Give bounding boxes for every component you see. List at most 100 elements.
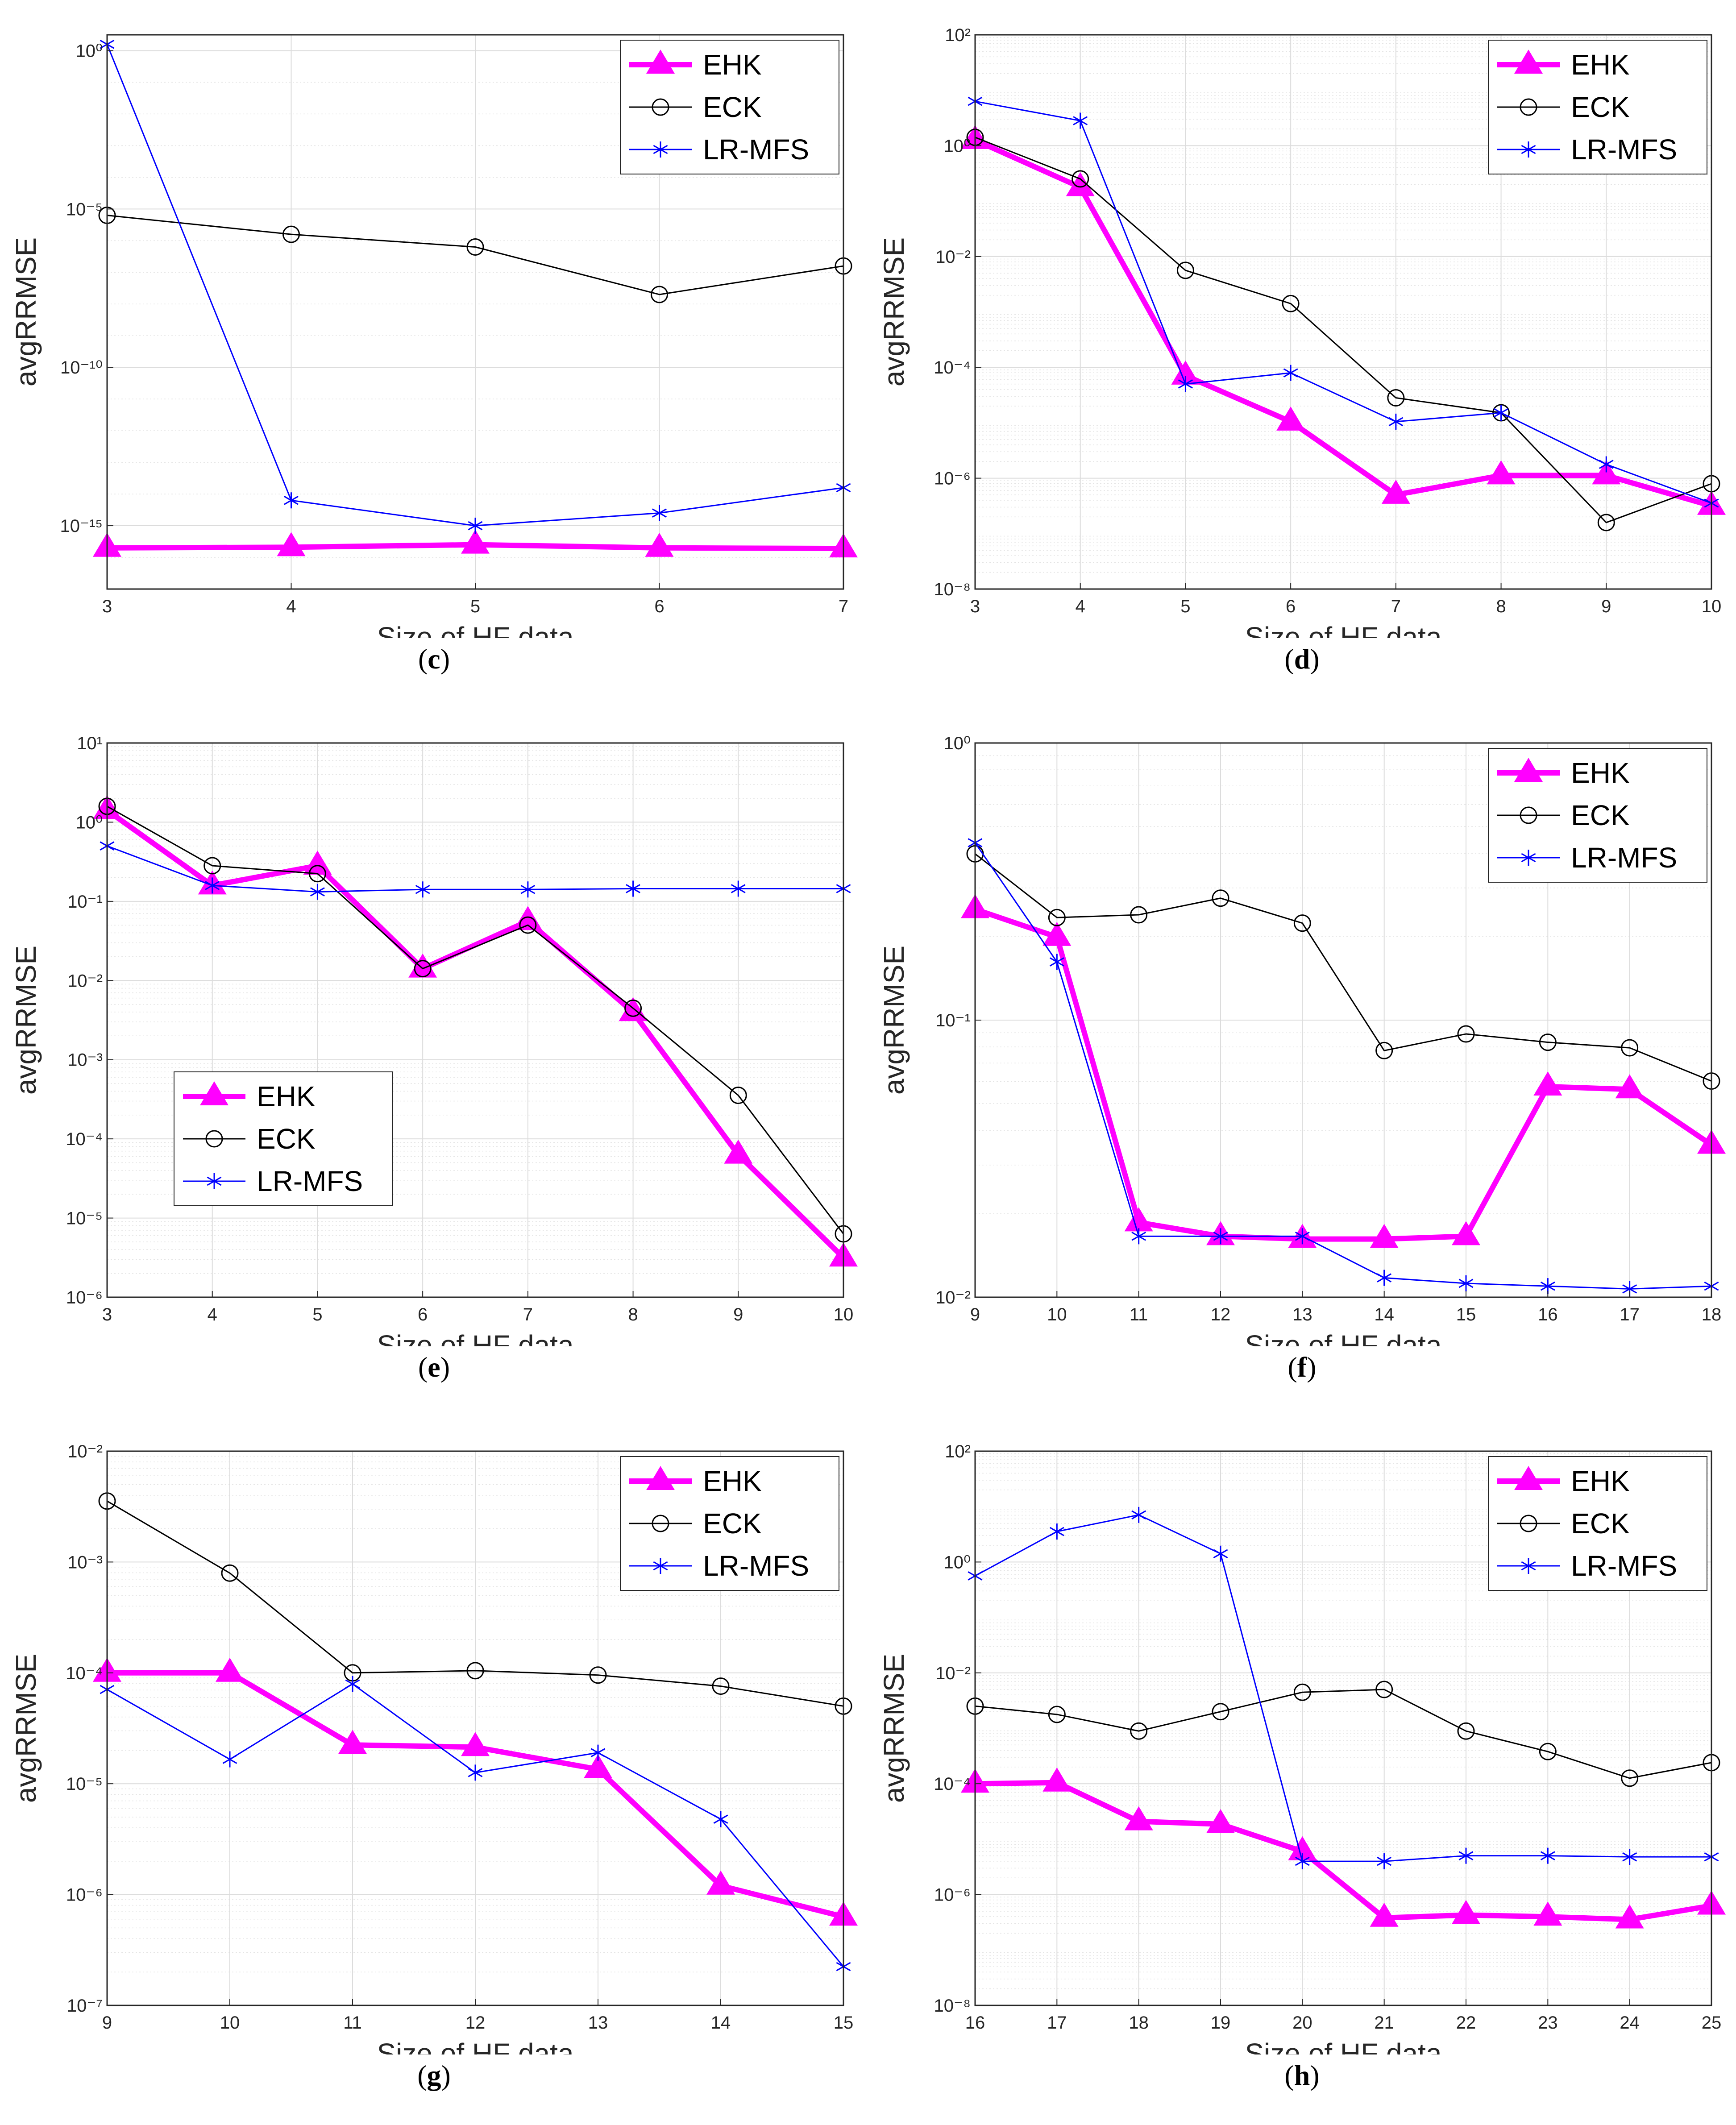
legend: EHK ECK LR-MFS	[1488, 1456, 1707, 1591]
data-point-eck	[1282, 295, 1300, 312]
legend-marker-eck	[652, 98, 669, 116]
data-point-lr-mfs	[713, 1811, 728, 1827]
data-point-ehk	[1370, 1902, 1399, 1927]
data-point-lr-mfs	[1213, 1545, 1228, 1562]
legend-label-lr-mfs: LR-MFS	[703, 1550, 809, 1582]
y-tick-label: 10⁻³	[67, 1050, 103, 1070]
series-line-lr-mfs	[975, 1514, 1711, 1862]
data-point-eck	[1048, 909, 1066, 926]
y-tick-label: 10⁻²	[67, 1442, 103, 1461]
y-tick-label: 10⁻⁸	[934, 580, 971, 599]
y-axis-label: avgRRMSE	[878, 237, 910, 386]
x-tick-label: 3	[970, 597, 980, 616]
data-point-eck	[1457, 1025, 1475, 1043]
series-line-lr-mfs	[974, 842, 1712, 1290]
x-tick-label: 9	[1601, 597, 1611, 616]
x-tick-label: 8	[628, 1305, 638, 1324]
data-point-ehk	[461, 1732, 490, 1756]
caption-open-paren: (	[418, 1351, 428, 1383]
legend-marker-ehk	[1514, 1466, 1543, 1490]
y-tick-label: 10⁰	[943, 136, 971, 156]
series-line-ehk	[974, 906, 1713, 1242]
data-point-lr-mfs	[1131, 1228, 1146, 1245]
x-tick-label: 12	[1211, 1305, 1231, 1324]
x-tick-label: 9	[733, 1305, 743, 1324]
caption-letter: f	[1297, 1351, 1307, 1383]
x-axis-label: Size of HF data	[1245, 621, 1442, 638]
legend-label-ehk: EHK	[1571, 1465, 1630, 1497]
data-point-lr-mfs	[468, 1764, 483, 1781]
data-point-ehk	[1381, 479, 1410, 504]
x-tick-label: 20	[1292, 2013, 1312, 2033]
legend-label-ehk: EHK	[257, 1080, 316, 1112]
legend-marker-eck	[652, 1515, 669, 1532]
caption-open-paren: (	[417, 2059, 427, 2091]
data-point-eck	[1375, 1681, 1393, 1698]
data-point-lr-mfs	[1494, 405, 1508, 421]
data-point-ehk	[1276, 406, 1305, 431]
x-tick-label: 4	[208, 1305, 217, 1324]
y-axis-label: avgRRMSE	[10, 946, 42, 1095]
data-point-eck	[282, 225, 300, 243]
caption-open-paren: (	[1284, 2059, 1294, 2091]
x-axis-label: Size of HF data	[377, 621, 574, 638]
x-tick-label: 17	[1620, 1305, 1640, 1324]
x-tick-label: 19	[1211, 2013, 1231, 2033]
data-point-ehk	[645, 532, 674, 557]
x-tick-label: 10	[220, 2013, 240, 2033]
caption-letter: d	[1294, 643, 1310, 675]
data-point-ehk	[1206, 1809, 1235, 1833]
minor-grid	[975, 1453, 1711, 1989]
data-point-eck	[1048, 1706, 1066, 1723]
axes-box	[106, 742, 844, 1298]
caption-letter: h	[1294, 2059, 1310, 2091]
y-tick-label: 10⁻⁴	[934, 358, 971, 378]
panel-caption: (f)	[868, 1351, 1736, 1384]
legend-label-ehk: EHK	[1571, 49, 1630, 81]
data-point-ehk	[1533, 1901, 1562, 1926]
data-point-ehk	[338, 1730, 367, 1754]
x-tick-label: 11	[1130, 1305, 1148, 1324]
legend-marker-lr-mfs	[653, 141, 668, 158]
series-line-eck	[107, 215, 844, 295]
legend-label-eck: ECK	[703, 91, 762, 123]
series-eck	[98, 797, 852, 1243]
legend-marker-lr-mfs	[1521, 1558, 1536, 1574]
y-tick-label: 10⁰	[943, 1552, 971, 1572]
chart-panel-c: 3 4 5 6 7 10⁰ 10⁻⁵ 10⁻¹⁰ 10⁻¹⁵ Size of HF data avg…	[0, 0, 868, 708]
data-point-eck	[1293, 914, 1311, 932]
caption-open-paren: (	[1284, 643, 1294, 675]
x-tick-label: 16	[965, 2013, 985, 2033]
legend-label-ehk: EHK	[703, 49, 762, 81]
x-tick-label: 14	[1374, 1305, 1394, 1324]
plot-area	[107, 743, 843, 1297]
data-point-eck	[414, 960, 432, 978]
series-ehk	[92, 1657, 858, 1926]
series-line-eck	[975, 137, 1712, 523]
y-tick-label: 10⁻⁵	[66, 1774, 103, 1794]
legend-marker-eck	[1520, 1515, 1537, 1532]
series-line-eck	[975, 853, 1712, 1082]
x-tick-label: 11	[343, 2013, 362, 2033]
data-point-ehk	[277, 532, 306, 556]
caption-letter: c	[428, 643, 440, 675]
legend-marker-eck	[1520, 98, 1537, 116]
x-tick-label: 25	[1702, 2013, 1722, 2033]
data-point-eck	[1621, 1769, 1639, 1787]
legend: EHK ECK LR-MFS	[1488, 40, 1707, 174]
axes-box	[974, 1450, 1712, 2006]
y-tick-label: 10⁻²	[67, 971, 103, 991]
data-point-eck	[221, 1564, 239, 1582]
caption-close-paren: )	[440, 1351, 450, 1383]
data-point-eck	[308, 865, 326, 883]
data-point-eck	[1176, 261, 1194, 279]
y-tick-label: 10⁻²	[935, 1288, 971, 1307]
data-point-lr-mfs	[468, 518, 483, 534]
x-tick-label: 10	[1047, 1305, 1067, 1324]
data-point-lr-mfs	[626, 880, 640, 897]
x-tick-label: 7	[839, 597, 848, 616]
data-point-ehk	[1124, 1806, 1153, 1830]
data-point-eck	[466, 238, 484, 256]
y-tick-label: 10⁻⁶	[66, 1885, 103, 1905]
chart-svg-g: 9 10 11 12 13 14 15 10⁻² 10⁻³ 10⁻⁴ 10⁻⁵ 10⁻⁶ 10⁻⁷ Siz…	[10, 1442, 858, 2054]
